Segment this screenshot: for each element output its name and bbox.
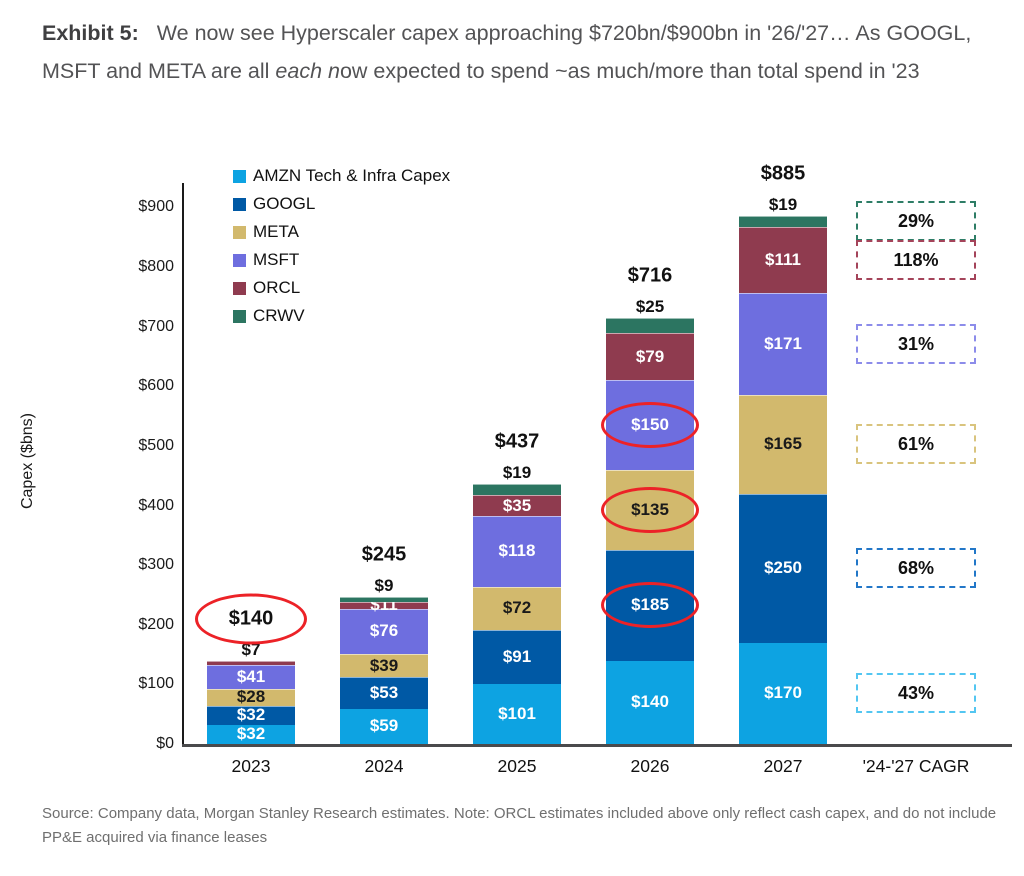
x-label-2025: 2025 (497, 756, 537, 776)
bar-segment-2026-msft (606, 380, 694, 470)
bar-segment-2025-meta (473, 586, 561, 630)
y-tick-label: $0 (156, 735, 174, 752)
x-label-2023: 2023 (231, 756, 271, 776)
x-label-2024: 2024 (364, 756, 404, 776)
legend-item-googl: GOOGL (233, 190, 450, 218)
bar-segment-2026-amzn (606, 660, 694, 744)
bar-segment-2023-orcl (207, 660, 295, 665)
bar-segment-2026-orcl (606, 333, 694, 381)
bar-segment-2025-amzn (473, 683, 561, 744)
exhibit-number-label: Exhibit 5: (42, 21, 139, 45)
above-bar-label-2025: $19 (502, 463, 532, 483)
cagr-box-meta: 61% (856, 424, 976, 465)
bar-segment-2027-meta (739, 395, 827, 494)
y-axis-title: Capex ($bns) (19, 412, 36, 510)
total-label-2026: $716 (627, 264, 673, 287)
legend-label-amzn: AMZN Tech & Infra Capex (253, 166, 451, 185)
cagr-box-msft: 31% (856, 324, 976, 365)
title-text-italic: each n (275, 59, 340, 83)
legend-swatch-orcl (233, 281, 246, 295)
legend-label-orcl: ORCL (253, 278, 301, 297)
bar-segment-2025-orcl (473, 495, 561, 517)
legend-label-meta: META (253, 222, 299, 241)
legend-swatch-crwv (233, 309, 246, 323)
y-tick-label: $500 (138, 436, 174, 454)
capex-stacked-bar-chart: Capex ($bns) $0 $100 $200 $300 $400 $500 $600 $… (19, 162, 1012, 776)
bar-segment-2025-crwv (473, 484, 561, 496)
above-bar-label-2027: $19 (768, 194, 798, 214)
y-tick-label: $400 (138, 496, 174, 514)
legend-swatch-meta (233, 225, 246, 239)
bar-segment-2027-orcl (739, 227, 827, 294)
cagr-box-crwv: 29% (856, 201, 976, 242)
title-text-part2: ow expected to spend ~as much/more than … (339, 59, 920, 83)
above-bar-label-2023: $7 (241, 639, 261, 659)
bar-segment-2024-googl (340, 677, 428, 709)
legend-item-msft: MSFT (233, 246, 450, 274)
source-note: Source: Company data, Morgan Stanley Res… (42, 805, 997, 846)
y-tick-label: $900 (138, 198, 174, 216)
bar-segment-2025-googl (473, 629, 561, 684)
legend-swatch-googl (233, 197, 246, 211)
exhibit-title: Exhibit 5: We now see Hyperscaler capex a… (42, 14, 977, 90)
x-axis-line (182, 744, 1012, 747)
bar-segment-2023-amzn (207, 724, 295, 744)
y-tick-label: $100 (138, 675, 174, 693)
y-tick-label: $200 (138, 615, 174, 633)
bar-segment-2027-googl (739, 493, 827, 643)
y-tick-label: $800 (138, 258, 174, 276)
bar-segment-2024-orcl (340, 602, 428, 609)
bar-segment-2026-crwv (606, 318, 694, 334)
x-label-2026: 2026 (630, 756, 670, 776)
bar-segment-2026-meta (606, 469, 694, 551)
legend-swatch-msft (233, 253, 246, 267)
chart-legend: AMZN Tech & Infra Capex GOOGL META MSFT ORCL… (233, 162, 450, 330)
bar-segment-2023-googl (207, 705, 295, 725)
legend-swatch-amzn (233, 169, 246, 183)
y-tick-label: $600 (138, 377, 174, 395)
legend-label-msft: MSFT (253, 250, 300, 269)
total-label-2027: $885 (760, 162, 806, 185)
legend-label-crwv: CRWV (253, 306, 305, 325)
total-label-2025: $437 (494, 430, 540, 453)
title-text-part1: We now see Hyperscaler capex approaching… (42, 21, 972, 83)
bar-segment-2027-amzn (739, 642, 827, 744)
bar-segment-2027-crwv (739, 215, 827, 228)
bar-segment-2024-amzn (340, 708, 428, 744)
x-label-2027: 2027 (763, 756, 803, 776)
legend-item-meta: META (233, 218, 450, 246)
bar-segment-2024-crwv (340, 596, 428, 603)
bar-segment-2024-meta (340, 653, 428, 678)
total-label-2023: $140 (228, 607, 274, 630)
above-bar-label-2024: $9 (374, 575, 394, 595)
cagr-box-amzn: 43% (856, 673, 976, 714)
y-tick-label: $700 (138, 317, 174, 335)
bar-segment-2027-msft (739, 293, 827, 396)
legend-item-crwv: CRWV (233, 302, 450, 330)
legend-label-googl: GOOGL (253, 194, 316, 213)
y-tick-label: $300 (138, 556, 174, 574)
cagr-box-orcl: 118% (856, 240, 976, 281)
cagr-box-googl: 68% (856, 548, 976, 589)
x-label-cagr: '24-'27 CAGR (862, 756, 970, 776)
total-label-2024: $245 (361, 543, 407, 566)
bar-segment-2023-meta (207, 689, 295, 706)
bar-segment-2023-msft (207, 664, 295, 690)
bar-segment-2026-googl (606, 550, 694, 661)
legend-item-orcl: ORCL (233, 274, 450, 302)
bar-segment-2025-msft (473, 516, 561, 587)
y-axis-line (182, 183, 184, 746)
above-bar-label-2026: $25 (635, 297, 665, 317)
legend-item-amzn: AMZN Tech & Infra Capex (233, 162, 450, 190)
bar-segment-2024-msft (340, 608, 428, 654)
